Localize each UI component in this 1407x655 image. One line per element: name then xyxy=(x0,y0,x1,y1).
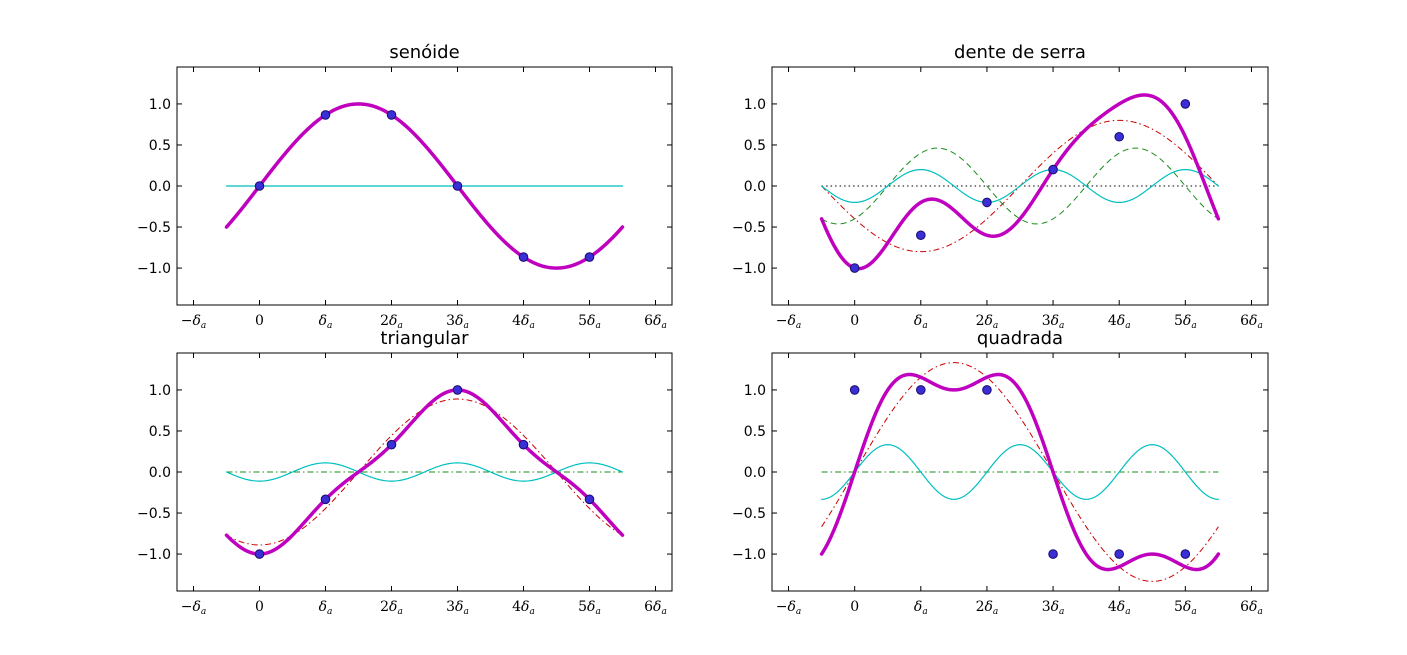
xtick-label: δa xyxy=(914,313,928,331)
sample-point xyxy=(320,110,331,120)
xtick-label: 3δa xyxy=(1042,599,1065,617)
ytick-label: 1.0 xyxy=(744,383,766,399)
sample-point xyxy=(1114,131,1124,142)
xtick-label: 4δa xyxy=(1108,599,1131,617)
xtick-label: −δa xyxy=(181,313,207,331)
plot-area xyxy=(819,362,1221,582)
ytick-label: 0.5 xyxy=(744,424,766,440)
sample-point xyxy=(386,439,397,450)
xtick-label: −δa xyxy=(776,599,802,617)
ytick-label: 0.0 xyxy=(149,179,171,195)
xtick-label: 6δa xyxy=(1240,599,1263,617)
sample-point xyxy=(584,494,595,505)
sample-point xyxy=(320,494,331,505)
sample-point xyxy=(452,181,463,191)
ytick-label: −1.0 xyxy=(732,547,766,563)
ytick-label: 0.5 xyxy=(744,138,766,154)
subplot-4: quadrada −1.0 −0.5 0.0 0.5 1.0 −δa 0 δa 2δa 3δa 4δa… xyxy=(732,328,1269,617)
sample-point xyxy=(849,385,860,395)
sample-point xyxy=(584,252,595,262)
xtick-label: 2δa xyxy=(380,313,403,331)
xtick-label: 0 xyxy=(255,599,264,615)
sample-point xyxy=(1048,549,1058,559)
xtick-label: δa xyxy=(319,599,333,617)
xtick-label: 6δa xyxy=(1240,313,1263,331)
sample-point xyxy=(452,385,463,395)
sample-point xyxy=(1180,549,1191,559)
sample-point xyxy=(982,197,992,208)
ytick-label: −1.0 xyxy=(732,261,766,277)
harmonic-curve-3 xyxy=(820,168,1220,204)
ytick-label: −0.5 xyxy=(137,220,171,236)
subplot-2: dente de serra −1.0 −0.5 0.0 0.5 1.0 −δa 0 δa 2δa… xyxy=(732,42,1269,331)
xtick-label: δa xyxy=(914,599,928,617)
xtick-label: 4δa xyxy=(1108,313,1131,331)
plot-area xyxy=(224,102,625,270)
sample-point xyxy=(518,439,529,450)
xtick-label: 0 xyxy=(850,599,859,615)
ytick-label: 0.5 xyxy=(149,138,171,154)
sample-point xyxy=(254,549,265,559)
sample-point xyxy=(1048,164,1058,175)
ytick-label: 1.0 xyxy=(149,383,171,399)
xtick-label: 3δa xyxy=(446,599,469,617)
xtick-label: 4δa xyxy=(512,313,535,331)
sample-point xyxy=(1180,99,1191,109)
xtick-label: 2δa xyxy=(976,313,999,331)
xtick-label: 3δa xyxy=(446,313,469,331)
subplot-title: senóide xyxy=(389,42,459,63)
sum-curve xyxy=(819,372,1221,572)
xtick-label: 6δa xyxy=(644,599,667,617)
ytick-label: 0.5 xyxy=(149,424,171,440)
xtick-label: 3δa xyxy=(1042,313,1065,331)
subplot-1: senóide −1.0 −0.5 0.0 0.5 1.0 −δa 0 δa 2δa 3δa 4δa 5… xyxy=(137,42,673,331)
sample-point xyxy=(849,263,860,273)
xtick-label: −δa xyxy=(776,313,802,331)
ytick-label: 1.0 xyxy=(744,97,766,113)
subplot-3: triangular −1.0 −0.5 0.0 0.5 1.0 −δa 0 δa 2δa 3δa 4… xyxy=(137,328,673,617)
plot-area xyxy=(224,385,625,559)
sample-point xyxy=(916,385,926,395)
sum-curve xyxy=(224,388,625,556)
plot-area xyxy=(819,93,1221,273)
xtick-label: 2δa xyxy=(380,599,403,617)
harmonic-curve-0 xyxy=(821,362,1219,582)
sample-point xyxy=(916,230,926,241)
sample-point xyxy=(518,252,529,262)
subplot-title: quadrada xyxy=(977,328,1063,349)
xtick-label: 0 xyxy=(255,313,264,329)
xtick-label: 4δa xyxy=(512,599,535,617)
xtick-label: 5δa xyxy=(1174,599,1197,617)
sample-point xyxy=(254,181,265,191)
sample-point xyxy=(386,110,397,120)
harmonic-curve-2 xyxy=(820,444,1220,500)
ytick-label: −1.0 xyxy=(137,547,171,563)
ytick-label: 0.0 xyxy=(149,465,171,481)
sum-curve xyxy=(224,102,625,270)
ytick-label: −0.5 xyxy=(732,220,766,236)
xtick-label: δa xyxy=(319,313,333,331)
sample-point xyxy=(982,385,992,395)
sum-curve xyxy=(819,93,1221,271)
xtick-label: 5δa xyxy=(578,313,601,331)
xtick-label: −δa xyxy=(181,599,207,617)
ytick-label: −0.5 xyxy=(137,506,171,522)
ytick-label: 0.0 xyxy=(744,465,766,481)
subplot-title: triangular xyxy=(380,328,469,349)
ytick-label: −0.5 xyxy=(732,506,766,522)
ytick-label: 1.0 xyxy=(149,97,171,113)
xtick-label: 2δa xyxy=(976,599,999,617)
xtick-label: 5δa xyxy=(578,599,601,617)
xtick-label: 6δa xyxy=(644,313,667,331)
sample-point xyxy=(1114,549,1124,559)
xtick-label: 5δa xyxy=(1174,313,1197,331)
xtick-label: 0 xyxy=(850,313,859,329)
subplot-title: dente de serra xyxy=(954,42,1086,63)
ytick-label: 0.0 xyxy=(744,179,766,195)
ytick-label: −1.0 xyxy=(137,261,171,277)
